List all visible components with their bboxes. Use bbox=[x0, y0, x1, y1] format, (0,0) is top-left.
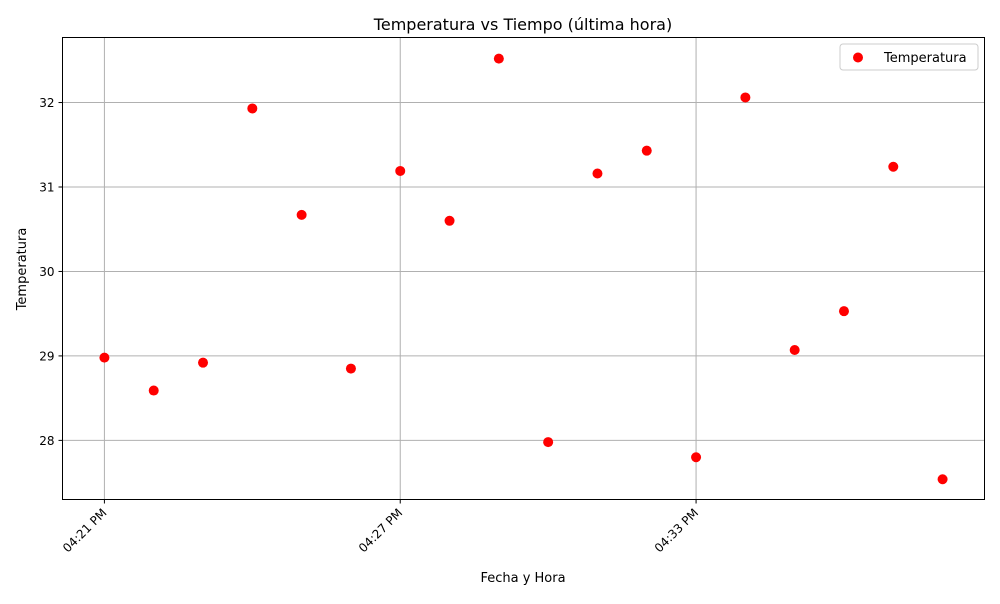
data-point bbox=[247, 103, 258, 114]
data-point bbox=[543, 437, 554, 448]
y-axis-ticks: 28 29 30 31 32 bbox=[39, 96, 63, 448]
data-point bbox=[493, 53, 504, 64]
legend: Temperatura bbox=[839, 43, 979, 71]
data-point bbox=[789, 345, 800, 356]
legend-box bbox=[839, 43, 979, 71]
chart-title: Temperatura vs Tiempo (última hora) bbox=[373, 15, 672, 34]
data-point bbox=[99, 352, 110, 363]
grid-lines bbox=[62, 37, 985, 500]
legend-marker bbox=[853, 52, 863, 63]
data-point bbox=[641, 145, 652, 156]
y-tick-label: 31 bbox=[39, 180, 54, 194]
data-point bbox=[296, 209, 307, 220]
data-point bbox=[592, 168, 603, 179]
y-axis-label: Temperatura bbox=[15, 228, 30, 312]
data-point bbox=[740, 92, 751, 103]
x-axis-label: Fecha y Hora bbox=[480, 571, 565, 586]
y-tick-label: 28 bbox=[39, 434, 54, 448]
data-point bbox=[198, 357, 209, 368]
data-points bbox=[99, 53, 948, 485]
data-point bbox=[691, 452, 702, 463]
data-point bbox=[937, 474, 948, 485]
y-tick-label: 32 bbox=[39, 96, 54, 110]
data-point bbox=[395, 165, 406, 176]
data-point bbox=[345, 363, 356, 374]
legend-label-temperatura: Temperatura bbox=[883, 51, 967, 66]
data-point bbox=[888, 161, 899, 172]
y-tick-label: 29 bbox=[39, 349, 54, 363]
data-point bbox=[148, 385, 159, 396]
plot-area-frame bbox=[62, 37, 985, 500]
data-point bbox=[444, 215, 455, 226]
y-tick-label: 30 bbox=[39, 265, 54, 279]
data-point bbox=[838, 306, 849, 317]
